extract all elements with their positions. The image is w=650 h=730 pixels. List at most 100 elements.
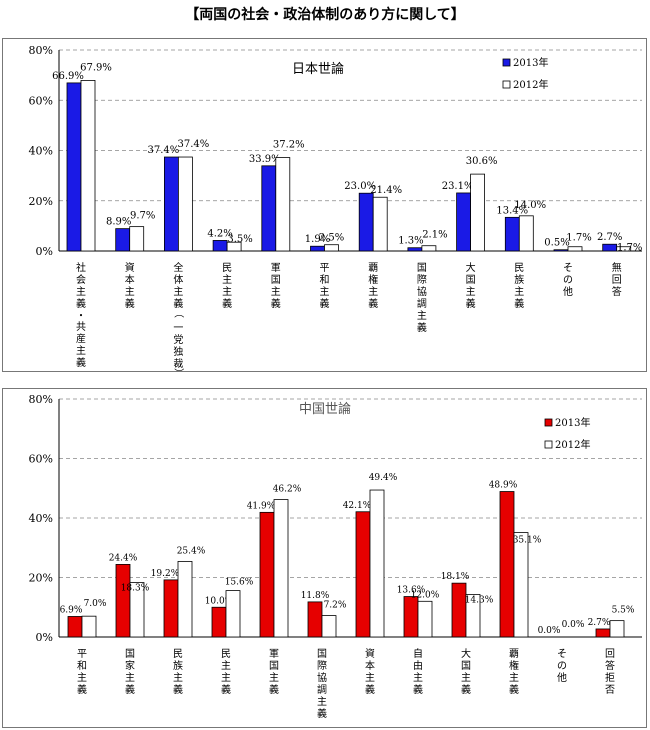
japan-legend-swatch: [502, 58, 511, 67]
japan-category-label: 平: [320, 263, 330, 274]
china-category-label: の: [557, 661, 567, 672]
japan-category-label: 国: [466, 274, 476, 286]
china-bar-s2012: [417, 600, 433, 638]
china-category-label: 民: [221, 648, 231, 660]
japan-bar-s2012: [226, 241, 242, 252]
china-category-label: 義: [413, 683, 423, 696]
china-bar-s2013: [211, 606, 227, 638]
japan-bar-s2012: [324, 244, 339, 252]
china-category-label: 和: [77, 660, 87, 672]
china-opinion-panel: 0% 20% 40% 60% 80% 中国世論 6.9% 7.0% 平和主義 24.4% 18.3%…: [2, 388, 647, 728]
china-y-tick-label: 80%: [29, 393, 53, 406]
japan-category-label: 主: [76, 286, 86, 298]
japan-bar-s2012: [129, 226, 145, 252]
japan-category-label: 主: [173, 286, 183, 298]
japan-data-label: 3.5%: [227, 234, 252, 245]
china-category-label: 拒: [605, 671, 615, 684]
china-category-label: 主: [317, 696, 327, 708]
china-category-label: 主: [125, 672, 135, 684]
japan-category-label: 族: [514, 273, 524, 286]
japan-bar-s2013: [553, 249, 569, 252]
china-data-label: 18.3%: [121, 584, 150, 594]
japan-data-label: 0.5%: [544, 238, 569, 249]
china-data-label: 19.2%: [151, 569, 180, 579]
china-data-label: 11.8%: [301, 591, 330, 601]
china-data-label: 49.4%: [369, 473, 398, 483]
china-bar-s2013: [499, 491, 515, 638]
china-data-label: 25.4%: [177, 546, 206, 556]
china-category-label: 主: [365, 672, 375, 684]
japan-bar-s2013: [115, 228, 131, 252]
china-category-label: 義: [221, 683, 231, 696]
japan-category-label: ・: [76, 311, 86, 322]
china-category-label: 軍: [269, 648, 279, 660]
japan-category-label: 義: [514, 297, 524, 310]
japan-category-label: 主: [320, 286, 330, 298]
japan-data-label: 67.9%: [80, 62, 112, 73]
page-title: 【両国の社会・政治体制のあり方に関して】: [185, 7, 465, 23]
china-category-label: 平: [77, 649, 87, 660]
china-category-label: 大: [461, 647, 471, 660]
china-bar-s2012: [465, 594, 481, 638]
japan-opinion-chart: 0%20%40%60%80%日本世論66.9%67.9%社会主義・共産主義8.9…: [29, 44, 643, 378]
japan-category-label: 覇: [368, 262, 378, 274]
japan-category-label: 党: [173, 333, 183, 346]
japan-category-label: 義: [173, 297, 183, 310]
japan-category-label: 主: [368, 286, 378, 298]
china-category-label: 家: [125, 659, 135, 672]
china-bar-s2013: [259, 511, 275, 638]
japan-category-label: 大: [466, 261, 476, 274]
japan-y-tick-label: 60%: [29, 94, 53, 107]
japan-bar-s2013: [212, 240, 228, 252]
china-data-label: 0.0%: [538, 626, 561, 636]
japan-category-label: 独: [173, 345, 183, 358]
china-bar-s2013: [451, 582, 467, 638]
japan-bar-s2013: [66, 82, 82, 252]
japan-data-label: 1.9%: [305, 234, 330, 245]
japan-data-label: 37.4%: [178, 139, 210, 150]
china-category-label: 調: [317, 683, 327, 696]
china-y-tick-label: 40%: [29, 512, 53, 525]
china-bar-s2012: [369, 489, 385, 638]
china-chart-title: 中国世論: [299, 401, 351, 417]
china-category-label: 義: [461, 683, 471, 696]
china-category-label: 際: [317, 660, 327, 672]
japan-data-label: 30.6%: [466, 156, 498, 167]
japan-category-label: 主: [76, 345, 86, 357]
china-data-label: 14.3%: [465, 595, 494, 605]
japan-category-label: 会: [76, 273, 86, 286]
japan-legend-swatch: [502, 80, 511, 89]
japan-category-label: 際: [417, 274, 427, 286]
china-bar-s2013: [355, 511, 371, 638]
china-data-label: 24.4%: [109, 553, 138, 563]
japan-data-label: 14.0%: [514, 200, 546, 211]
china-category-label: 主: [509, 672, 519, 684]
china-category-label: 義: [125, 683, 135, 696]
japan-category-label: 主: [222, 274, 232, 286]
china-data-label: 46.2%: [273, 485, 302, 495]
china-category-label: 主: [269, 672, 279, 684]
japan-bar-s2013: [602, 243, 618, 252]
japan-data-label: 37.4%: [148, 145, 180, 156]
china-y-tick-label: 0%: [36, 631, 53, 644]
china-data-label: 7.2%: [324, 601, 347, 611]
china-bar-s2013: [115, 564, 131, 638]
china-y-tick-label: 20%: [29, 572, 53, 585]
japan-category-label: 民: [514, 262, 524, 274]
japan-category-label: 回: [612, 274, 622, 286]
japan-category-label: 権: [368, 273, 378, 286]
japan-data-label: 1.7%: [617, 243, 642, 254]
china-legend-swatch: [544, 440, 553, 449]
china-category-label: 協: [317, 671, 327, 684]
china-data-label: 10.0%: [205, 596, 234, 606]
china-category-label: 国: [317, 648, 327, 660]
china-category-label: 本: [365, 659, 375, 672]
japan-bar-s2012: [518, 215, 534, 252]
china-category-label: そ: [557, 648, 567, 660]
china-category-label: 義: [317, 707, 327, 720]
japan-bar-s2012: [616, 246, 632, 252]
japan-bar-s2012: [275, 157, 291, 252]
japan-category-label: 主: [222, 286, 232, 298]
japan-category-label: 義: [222, 297, 232, 310]
japan-y-tick-label: 40%: [29, 145, 53, 158]
